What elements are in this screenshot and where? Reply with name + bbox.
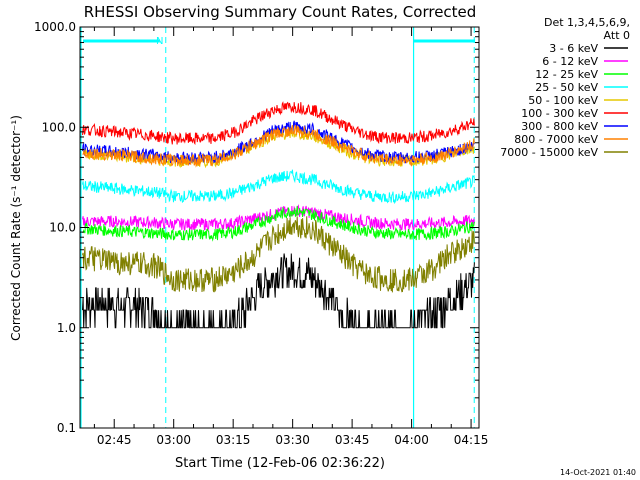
legend-entry-label: 3 - 6 keV	[549, 42, 598, 55]
y-tick-label: 100.0	[42, 120, 76, 134]
legend-entry-label: 12 - 25 keV	[535, 68, 598, 81]
series-line-800-7000-kev	[82, 124, 475, 168]
plot-frame	[79, 26, 480, 429]
series-line-3-6-kev	[82, 253, 475, 329]
plot-area	[79, 26, 480, 429]
legend-entry-label: 800 - 7000 keV	[514, 133, 598, 146]
legend-header-line-2: Att 0	[604, 29, 630, 42]
y-tick-label: 0.1	[57, 421, 76, 435]
series-line-7000-15000-kev	[82, 216, 475, 293]
x-tick-label: 04:00	[394, 433, 429, 447]
status-marker-label: N	[156, 36, 163, 47]
series-line-6-12-kev	[82, 203, 475, 232]
series-line-100-300-kev	[82, 101, 475, 146]
series-line-25-50-kev	[82, 169, 475, 205]
legend-entry-label: 300 - 800 keV	[521, 120, 598, 133]
legend-entry-label: 6 - 12 keV	[542, 55, 598, 68]
legend-entry-label: 100 - 300 keV	[521, 107, 598, 120]
x-tick-label: 03:15	[216, 433, 251, 447]
footer-date: 14-Oct-2021 01:40	[560, 468, 636, 477]
x-axis-label: Start Time (12-Feb-06 02:36:22)	[175, 456, 385, 471]
x-tick-label: 03:45	[335, 433, 370, 447]
legend-header-line-1: Det 1,3,4,5,6,9,	[544, 16, 630, 29]
x-tick-label: 03:00	[156, 433, 191, 447]
legend-entry-label: 25 - 50 keV	[535, 81, 598, 94]
legend-entry-label: 50 - 100 keV	[528, 94, 598, 107]
x-tick-label: 02:45	[97, 433, 132, 447]
y-tick-label: 1.0	[57, 321, 76, 335]
y-axis-label: Corrected Count Rate (s⁻¹ detector⁻¹)	[9, 115, 23, 341]
chart-title: RHESSI Observing Summary Count Rates, Co…	[84, 3, 477, 21]
legend-entry-label: 7000 - 15000 keV	[500, 146, 598, 159]
x-tick-label: 03:30	[275, 433, 310, 447]
y-axis: 0.1 1.0 10.0 100.0 1000.0	[34, 20, 479, 435]
y-tick-label: 1000.0	[34, 20, 76, 34]
x-axis: 02:45 03:00 03:15 03:30 03:45 04:00 04:15	[93, 27, 489, 447]
y-tick-label: 10.0	[49, 221, 76, 235]
series-line-12-25-kev	[82, 205, 475, 242]
x-tick-label: 04:15	[454, 433, 489, 447]
